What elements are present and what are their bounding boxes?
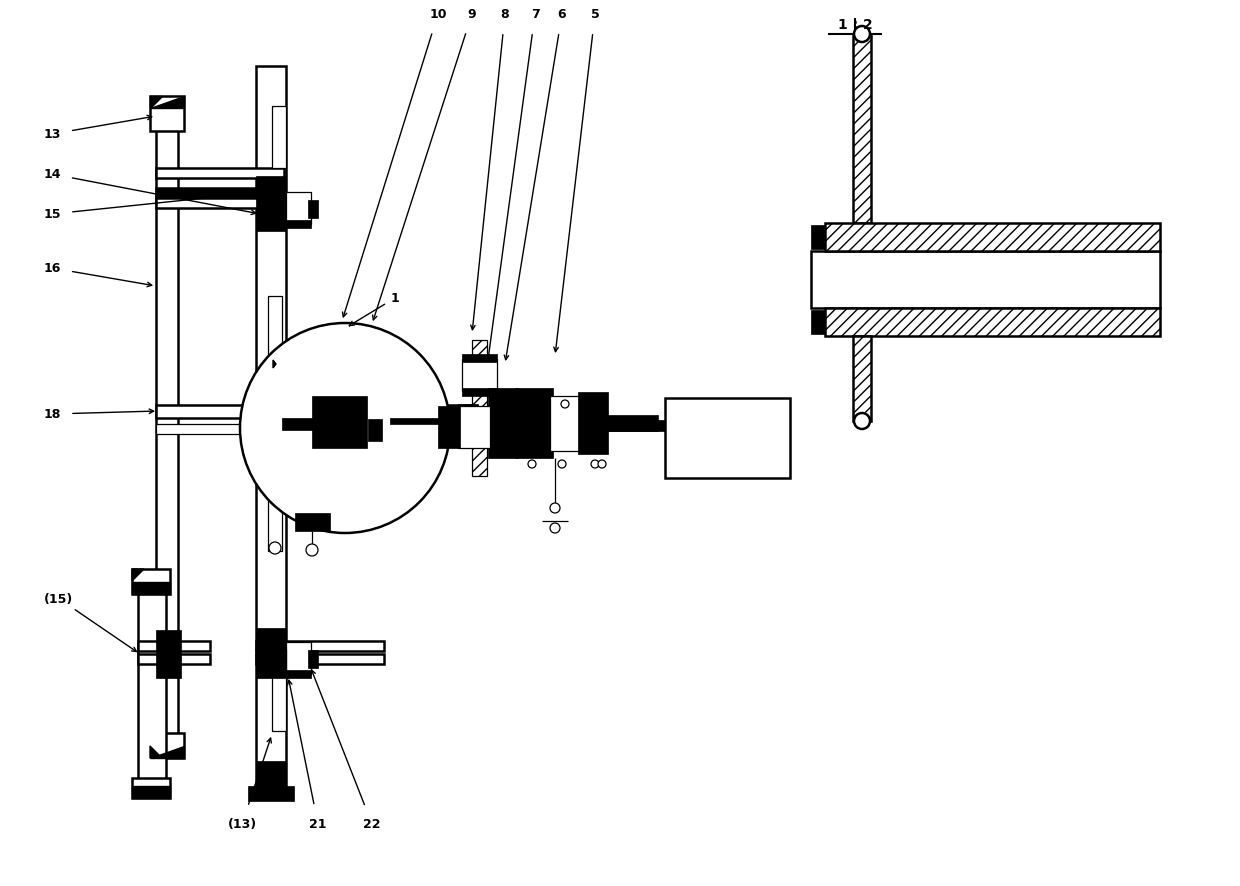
Text: 8: 8 xyxy=(501,9,510,21)
Text: (15): (15) xyxy=(43,592,73,605)
Bar xyxy=(138,579,166,784)
Polygon shape xyxy=(131,582,170,595)
Circle shape xyxy=(551,503,560,513)
Bar xyxy=(578,392,608,455)
Bar xyxy=(368,420,382,441)
Bar xyxy=(156,169,284,179)
Bar xyxy=(255,654,384,664)
Bar xyxy=(156,406,560,418)
Bar xyxy=(286,193,311,225)
Bar xyxy=(255,67,286,791)
Bar xyxy=(272,649,286,731)
Bar xyxy=(391,418,440,424)
Bar xyxy=(138,654,210,664)
Bar xyxy=(811,311,825,335)
Bar xyxy=(281,418,314,431)
Bar xyxy=(515,389,553,458)
Bar xyxy=(458,405,477,434)
Text: 6: 6 xyxy=(558,9,567,21)
Text: 21: 21 xyxy=(309,818,327,830)
Bar xyxy=(665,399,790,478)
Bar xyxy=(312,397,367,448)
Circle shape xyxy=(241,323,450,533)
Text: (13): (13) xyxy=(227,818,257,830)
Bar xyxy=(472,340,487,429)
Circle shape xyxy=(269,542,281,555)
Text: 13: 13 xyxy=(43,128,61,142)
Bar xyxy=(438,407,460,448)
Circle shape xyxy=(854,27,870,43)
Text: 5: 5 xyxy=(590,9,599,21)
Circle shape xyxy=(591,461,599,469)
Text: 9: 9 xyxy=(467,9,476,21)
Bar xyxy=(853,337,870,422)
Text: 14: 14 xyxy=(43,168,61,182)
Bar xyxy=(156,189,284,198)
Bar xyxy=(131,778,170,798)
Bar xyxy=(255,641,384,651)
Bar xyxy=(463,389,497,397)
Bar xyxy=(825,308,1159,337)
Circle shape xyxy=(558,461,565,469)
Polygon shape xyxy=(150,97,162,109)
Circle shape xyxy=(560,400,569,408)
Text: 22: 22 xyxy=(363,818,381,830)
Bar xyxy=(255,628,286,679)
Bar xyxy=(811,226,825,250)
Bar xyxy=(458,407,490,448)
Bar xyxy=(255,177,286,232)
Bar xyxy=(131,570,170,595)
Bar xyxy=(286,221,311,229)
Bar xyxy=(156,424,560,434)
Bar xyxy=(156,198,284,209)
Bar xyxy=(608,421,766,426)
Bar xyxy=(811,252,1159,308)
Bar xyxy=(156,117,179,746)
Polygon shape xyxy=(150,746,184,758)
Bar xyxy=(551,397,580,452)
Text: 18: 18 xyxy=(43,408,61,421)
Text: 15: 15 xyxy=(43,208,61,222)
Bar xyxy=(472,426,487,477)
Bar xyxy=(156,630,181,679)
Bar xyxy=(286,642,311,674)
Bar xyxy=(295,513,330,532)
Bar xyxy=(138,641,210,651)
Bar xyxy=(150,734,184,758)
Bar xyxy=(255,761,286,791)
Bar xyxy=(458,416,658,423)
Bar xyxy=(248,786,294,801)
Circle shape xyxy=(551,524,560,533)
Bar xyxy=(308,201,317,219)
Text: 1 : 2: 1 : 2 xyxy=(838,18,873,32)
Text: 16: 16 xyxy=(43,262,61,276)
Bar xyxy=(458,424,658,431)
Circle shape xyxy=(528,461,536,469)
Polygon shape xyxy=(273,361,277,369)
Text: 1: 1 xyxy=(391,292,399,305)
Text: 7: 7 xyxy=(531,9,539,21)
Bar xyxy=(608,425,766,431)
Bar xyxy=(150,97,184,132)
Circle shape xyxy=(306,544,317,556)
Bar xyxy=(463,354,497,362)
Bar xyxy=(268,297,281,551)
Polygon shape xyxy=(150,97,184,109)
Bar xyxy=(463,360,497,392)
Bar xyxy=(272,107,286,169)
Bar xyxy=(825,224,1159,252)
Polygon shape xyxy=(131,570,144,581)
Circle shape xyxy=(854,414,870,430)
Bar xyxy=(853,35,870,224)
Bar xyxy=(286,670,311,679)
Circle shape xyxy=(598,461,606,469)
Text: 10: 10 xyxy=(429,9,446,21)
Polygon shape xyxy=(131,786,170,798)
Bar xyxy=(489,389,518,458)
Polygon shape xyxy=(150,746,162,758)
Bar xyxy=(308,650,317,668)
